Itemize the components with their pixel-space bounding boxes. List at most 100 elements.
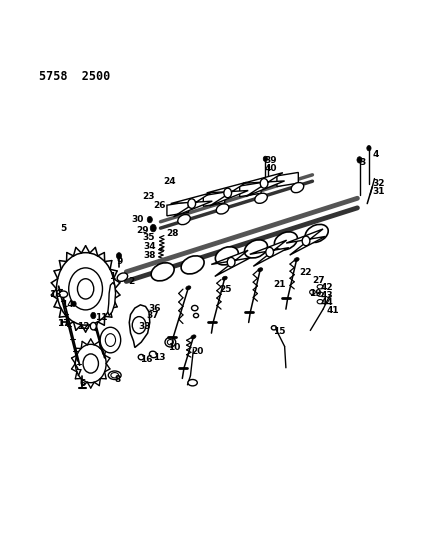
Ellipse shape	[317, 300, 323, 304]
Ellipse shape	[167, 340, 173, 345]
Polygon shape	[171, 193, 212, 217]
Circle shape	[72, 301, 76, 306]
Ellipse shape	[149, 351, 157, 358]
Ellipse shape	[255, 193, 268, 204]
Text: 21: 21	[273, 280, 286, 288]
Text: 29: 29	[137, 226, 149, 235]
Circle shape	[227, 257, 235, 267]
Ellipse shape	[59, 291, 68, 297]
Ellipse shape	[215, 247, 238, 265]
Text: 30: 30	[131, 215, 143, 224]
Circle shape	[91, 312, 96, 319]
Text: 37: 37	[147, 311, 159, 320]
Ellipse shape	[181, 256, 204, 274]
Polygon shape	[207, 182, 248, 206]
Polygon shape	[167, 202, 188, 216]
Ellipse shape	[191, 305, 198, 311]
Circle shape	[302, 236, 310, 246]
Text: 23: 23	[143, 192, 155, 200]
Text: 42: 42	[320, 284, 333, 292]
Ellipse shape	[151, 263, 174, 281]
Text: 35: 35	[143, 233, 155, 241]
Circle shape	[100, 327, 121, 353]
Circle shape	[266, 247, 273, 257]
Text: 10: 10	[168, 343, 181, 352]
Circle shape	[83, 354, 98, 373]
Circle shape	[357, 157, 362, 163]
Text: 8: 8	[115, 375, 121, 384]
Ellipse shape	[191, 335, 196, 339]
Ellipse shape	[222, 276, 227, 280]
Text: 9: 9	[116, 257, 123, 265]
Circle shape	[116, 253, 122, 259]
Text: 13: 13	[153, 353, 166, 361]
Polygon shape	[108, 282, 116, 316]
Circle shape	[263, 156, 268, 161]
Ellipse shape	[178, 214, 190, 225]
Text: 41: 41	[326, 306, 339, 314]
Text: 1: 1	[109, 272, 116, 280]
Polygon shape	[277, 173, 298, 187]
Ellipse shape	[216, 204, 229, 214]
Text: 19: 19	[309, 289, 321, 297]
Text: 17: 17	[57, 319, 69, 328]
Text: 5758  2500: 5758 2500	[39, 70, 110, 83]
Text: 12: 12	[77, 322, 90, 330]
Text: 38: 38	[144, 252, 156, 260]
Ellipse shape	[186, 286, 191, 290]
Text: 6: 6	[79, 379, 86, 388]
Text: 26: 26	[154, 201, 166, 209]
Polygon shape	[286, 229, 325, 255]
Text: 18: 18	[49, 290, 61, 298]
Polygon shape	[203, 192, 225, 206]
Text: 28: 28	[166, 229, 179, 238]
Text: 7: 7	[75, 369, 81, 377]
Circle shape	[260, 179, 268, 188]
Ellipse shape	[274, 232, 297, 250]
Circle shape	[132, 317, 146, 334]
Polygon shape	[250, 240, 289, 266]
Circle shape	[188, 199, 196, 208]
Text: 40: 40	[265, 165, 277, 173]
Circle shape	[147, 216, 152, 223]
Polygon shape	[211, 251, 250, 277]
Polygon shape	[129, 305, 150, 348]
Circle shape	[367, 146, 371, 151]
Text: 24: 24	[164, 177, 176, 185]
Ellipse shape	[317, 292, 323, 296]
Text: 20: 20	[192, 348, 204, 356]
Text: 5: 5	[60, 224, 66, 232]
Ellipse shape	[305, 224, 328, 243]
Circle shape	[77, 279, 94, 299]
Circle shape	[150, 224, 156, 232]
Ellipse shape	[310, 290, 315, 295]
Ellipse shape	[138, 354, 144, 360]
Ellipse shape	[291, 182, 304, 193]
Text: 43: 43	[320, 291, 333, 300]
Ellipse shape	[294, 257, 299, 262]
Text: 15: 15	[273, 327, 285, 336]
Text: 27: 27	[312, 276, 325, 285]
Text: 32: 32	[372, 180, 385, 188]
Polygon shape	[243, 173, 285, 197]
Text: 44: 44	[320, 298, 333, 307]
Text: 39: 39	[265, 157, 277, 165]
Text: 33: 33	[138, 322, 151, 330]
Ellipse shape	[193, 313, 199, 318]
Text: 25: 25	[220, 285, 232, 294]
Circle shape	[90, 322, 96, 330]
Ellipse shape	[188, 379, 197, 386]
Ellipse shape	[317, 285, 323, 289]
Text: 14: 14	[61, 301, 74, 309]
Ellipse shape	[244, 240, 268, 258]
Text: 22: 22	[300, 269, 312, 277]
Ellipse shape	[117, 273, 128, 281]
Circle shape	[224, 188, 232, 198]
Polygon shape	[240, 183, 261, 197]
Text: 3: 3	[360, 158, 366, 167]
Text: 31: 31	[372, 188, 385, 196]
Circle shape	[105, 334, 116, 346]
Ellipse shape	[271, 326, 276, 330]
Text: 2: 2	[128, 277, 135, 286]
Ellipse shape	[111, 373, 119, 378]
